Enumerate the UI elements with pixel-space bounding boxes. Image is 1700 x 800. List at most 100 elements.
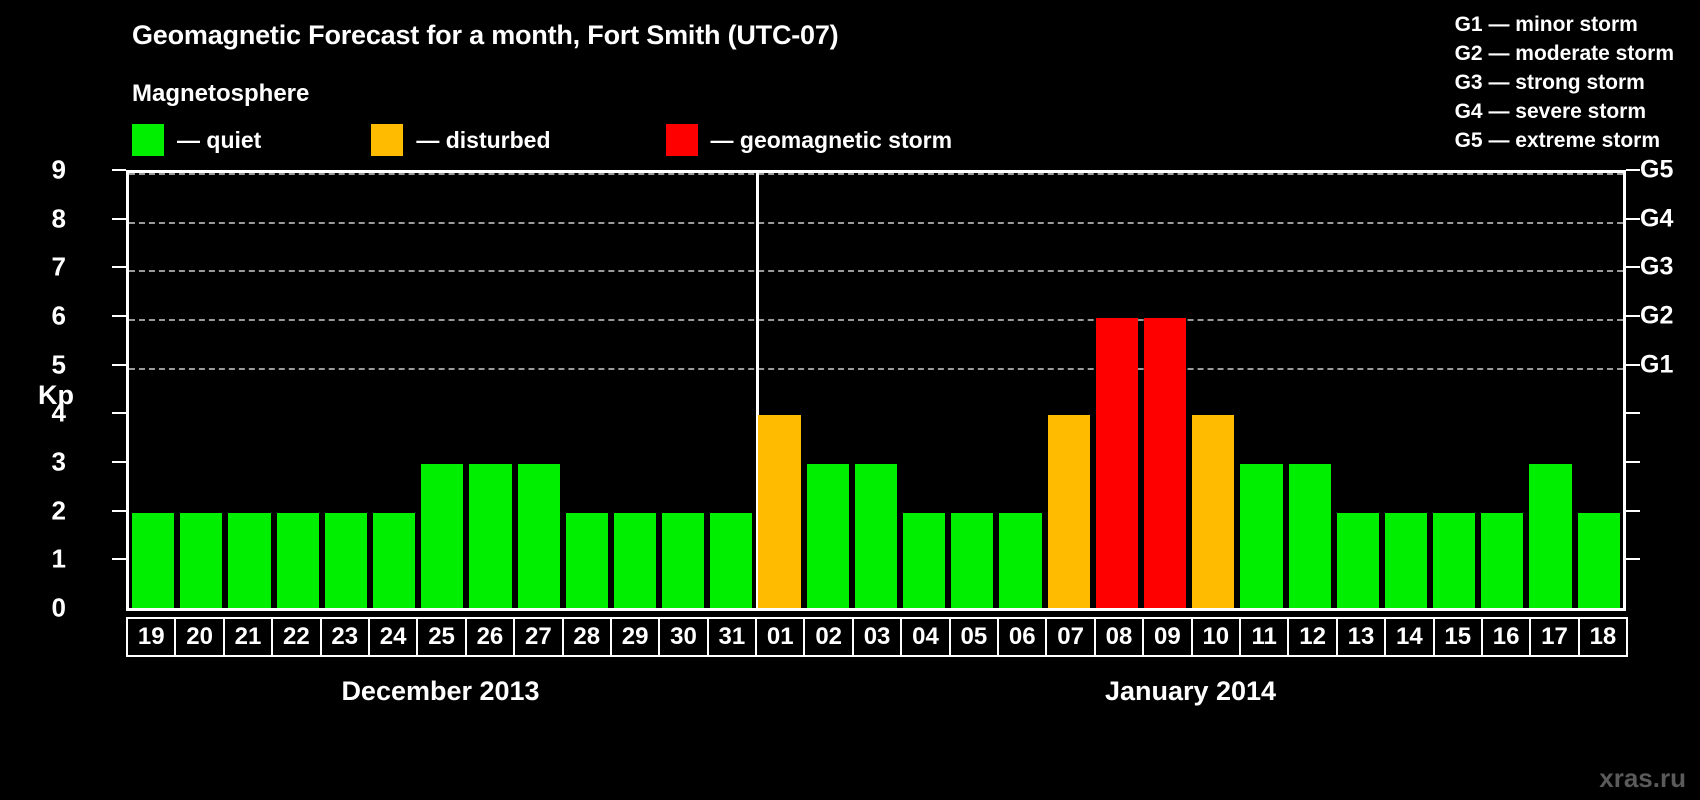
- bar[interactable]: [1047, 415, 1090, 610]
- bar[interactable]: [1481, 512, 1524, 610]
- day-label-14[interactable]: 14: [1384, 617, 1435, 657]
- bar-cell-16[interactable]: [1478, 173, 1526, 610]
- bar[interactable]: [1288, 464, 1331, 610]
- bar[interactable]: [372, 512, 416, 610]
- bar[interactable]: [180, 512, 223, 610]
- day-label-25[interactable]: 25: [416, 617, 467, 657]
- bar-cell-06[interactable]: [996, 173, 1044, 610]
- legend-label: — quiet: [177, 126, 262, 153]
- bar-cell-21[interactable]: [225, 173, 273, 610]
- bar-cell-23[interactable]: [322, 173, 370, 610]
- day-label-05[interactable]: 05: [948, 617, 1000, 657]
- day-label-11[interactable]: 11: [1238, 617, 1290, 657]
- bar[interactable]: [565, 512, 608, 610]
- bar-cell-14[interactable]: [1382, 173, 1430, 610]
- day-label-24[interactable]: 24: [367, 617, 419, 657]
- day-label-23[interactable]: 23: [319, 617, 370, 657]
- day-label-08[interactable]: 08: [1093, 617, 1145, 657]
- day-label-07[interactable]: 07: [1045, 617, 1096, 657]
- day-label-19[interactable]: 19: [126, 617, 177, 657]
- day-label-21[interactable]: 21: [222, 617, 274, 657]
- day-label-29[interactable]: 29: [609, 617, 661, 657]
- bar-cell-05[interactable]: [948, 173, 996, 610]
- bar-cell-30[interactable]: [659, 173, 707, 610]
- bar[interactable]: [421, 464, 464, 610]
- bar-cell-19[interactable]: [129, 173, 177, 610]
- day-label-06[interactable]: 06: [997, 617, 1048, 657]
- bar[interactable]: [903, 512, 946, 610]
- bar[interactable]: [1143, 318, 1187, 610]
- bar-cell-17[interactable]: [1526, 173, 1574, 610]
- bar-cell-09[interactable]: [1141, 173, 1189, 610]
- day-label-20[interactable]: 20: [174, 617, 225, 657]
- g-tick-label-G5: G5: [1640, 155, 1674, 184]
- bar[interactable]: [1336, 512, 1379, 610]
- g-axis-minor-tick-2: [1626, 509, 1640, 512]
- legend-item-disturbed: — disturbed: [371, 124, 551, 156]
- bar-cell-11[interactable]: [1237, 173, 1285, 610]
- bar[interactable]: [1192, 415, 1235, 610]
- g-axis-minor-tick-4: [1626, 412, 1640, 415]
- bar[interactable]: [1529, 464, 1572, 610]
- bar-cell-28[interactable]: [563, 173, 611, 610]
- day-label-01[interactable]: 01: [755, 617, 806, 657]
- bar[interactable]: [1577, 512, 1620, 610]
- day-label-27[interactable]: 27: [513, 617, 564, 657]
- day-label-04[interactable]: 04: [900, 617, 951, 657]
- day-label-31[interactable]: 31: [706, 617, 758, 657]
- day-label-22[interactable]: 22: [271, 617, 322, 657]
- bar[interactable]: [710, 512, 753, 610]
- day-label-18[interactable]: 18: [1577, 617, 1629, 657]
- bar-cell-07[interactable]: [1045, 173, 1093, 610]
- bar[interactable]: [228, 512, 271, 610]
- bar[interactable]: [1384, 512, 1428, 610]
- bar[interactable]: [517, 464, 560, 610]
- bar[interactable]: [276, 512, 319, 610]
- bar-cell-01[interactable]: [755, 173, 803, 610]
- bar-cell-10[interactable]: [1189, 173, 1237, 610]
- day-label-17[interactable]: 17: [1529, 617, 1580, 657]
- day-label-26[interactable]: 26: [464, 617, 516, 657]
- bar[interactable]: [469, 464, 512, 610]
- bar[interactable]: [758, 415, 801, 610]
- day-label-28[interactable]: 28: [561, 617, 612, 657]
- day-label-12[interactable]: 12: [1287, 617, 1338, 657]
- day-label-03[interactable]: 03: [851, 617, 903, 657]
- bar-cell-03[interactable]: [852, 173, 900, 610]
- day-label-13[interactable]: 13: [1335, 617, 1387, 657]
- bar[interactable]: [1095, 318, 1138, 610]
- bar-cell-15[interactable]: [1430, 173, 1478, 610]
- bar[interactable]: [662, 512, 705, 610]
- bar[interactable]: [132, 512, 175, 610]
- bar-cell-20[interactable]: [177, 173, 225, 610]
- bar-cell-08[interactable]: [1093, 173, 1141, 610]
- bar-cell-27[interactable]: [515, 173, 563, 610]
- bar[interactable]: [613, 512, 657, 610]
- bar[interactable]: [854, 464, 897, 610]
- bar-cell-18[interactable]: [1575, 173, 1623, 610]
- bar-cell-12[interactable]: [1286, 173, 1334, 610]
- bar-cell-24[interactable]: [370, 173, 418, 610]
- bar[interactable]: [951, 512, 994, 610]
- bar-cell-02[interactable]: [804, 173, 852, 610]
- bar[interactable]: [999, 512, 1042, 610]
- bar[interactable]: [1240, 464, 1283, 610]
- day-label-16[interactable]: 16: [1480, 617, 1532, 657]
- bar-cell-26[interactable]: [466, 173, 514, 610]
- y-tick-label-6: 6: [51, 300, 66, 331]
- bar[interactable]: [324, 512, 367, 610]
- bar-cell-29[interactable]: [611, 173, 659, 610]
- day-label-10[interactable]: 10: [1190, 617, 1241, 657]
- bar-cell-25[interactable]: [418, 173, 466, 610]
- day-label-02[interactable]: 02: [803, 617, 854, 657]
- g-tick-mark-G1: [1626, 363, 1640, 366]
- day-label-30[interactable]: 30: [658, 617, 709, 657]
- day-label-09[interactable]: 09: [1142, 617, 1193, 657]
- bar-cell-31[interactable]: [707, 173, 755, 610]
- bar-cell-22[interactable]: [274, 173, 322, 610]
- bar[interactable]: [1433, 512, 1476, 610]
- bar-cell-13[interactable]: [1334, 173, 1382, 610]
- day-label-15[interactable]: 15: [1432, 617, 1483, 657]
- bar-cell-04[interactable]: [900, 173, 948, 610]
- bar[interactable]: [806, 464, 849, 610]
